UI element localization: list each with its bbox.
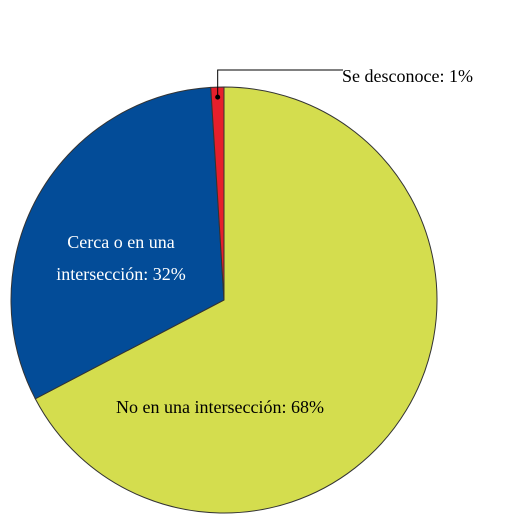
- slice-label: Cerca o en una intersección: 32%: [56, 232, 186, 284]
- leader-line: [217, 69, 343, 98]
- slice-label: Se desconoce: 1%: [342, 66, 473, 86]
- pie-slice: [34, 86, 438, 514]
- slice-label: No en una intersección: 68%: [116, 397, 324, 417]
- pie-slice: [10, 86, 225, 400]
